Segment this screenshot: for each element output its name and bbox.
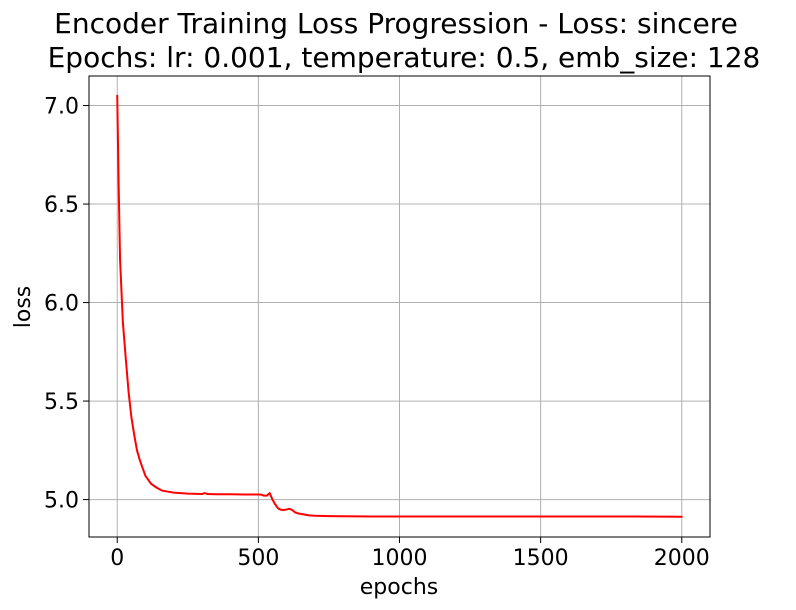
x-tick-label: 0: [110, 546, 124, 571]
y-tick-label: 5.5: [44, 390, 79, 415]
x-tick-label: 500: [237, 546, 279, 571]
x-axis-ticks: 0 500 1000 1500 2000: [110, 537, 710, 571]
series-layer: [116, 94, 683, 518]
x-axis-label: epochs: [360, 575, 438, 600]
chart-subtitle: Epochs: lr: 0.001, temperature: 0.5, emb…: [48, 41, 761, 74]
x-tick-label: 1000: [372, 546, 428, 571]
x-tick-label: 1500: [513, 546, 569, 571]
y-tick-label: 6.0: [44, 292, 79, 317]
y-tick-label: 6.5: [44, 193, 79, 218]
y-tick-label: 5.0: [44, 489, 79, 514]
chart-title: Encoder Training Loss Progression - Loss…: [54, 7, 738, 40]
grid-lines: [89, 76, 710, 537]
y-tick-label: 7.0: [44, 95, 79, 120]
y-axis-ticks: 5.0 5.5 6.0 6.5 7.0: [44, 95, 89, 514]
y-axis-label: loss: [11, 286, 36, 329]
loss-series-line: [116, 94, 683, 518]
x-tick-label: 2000: [654, 546, 710, 571]
